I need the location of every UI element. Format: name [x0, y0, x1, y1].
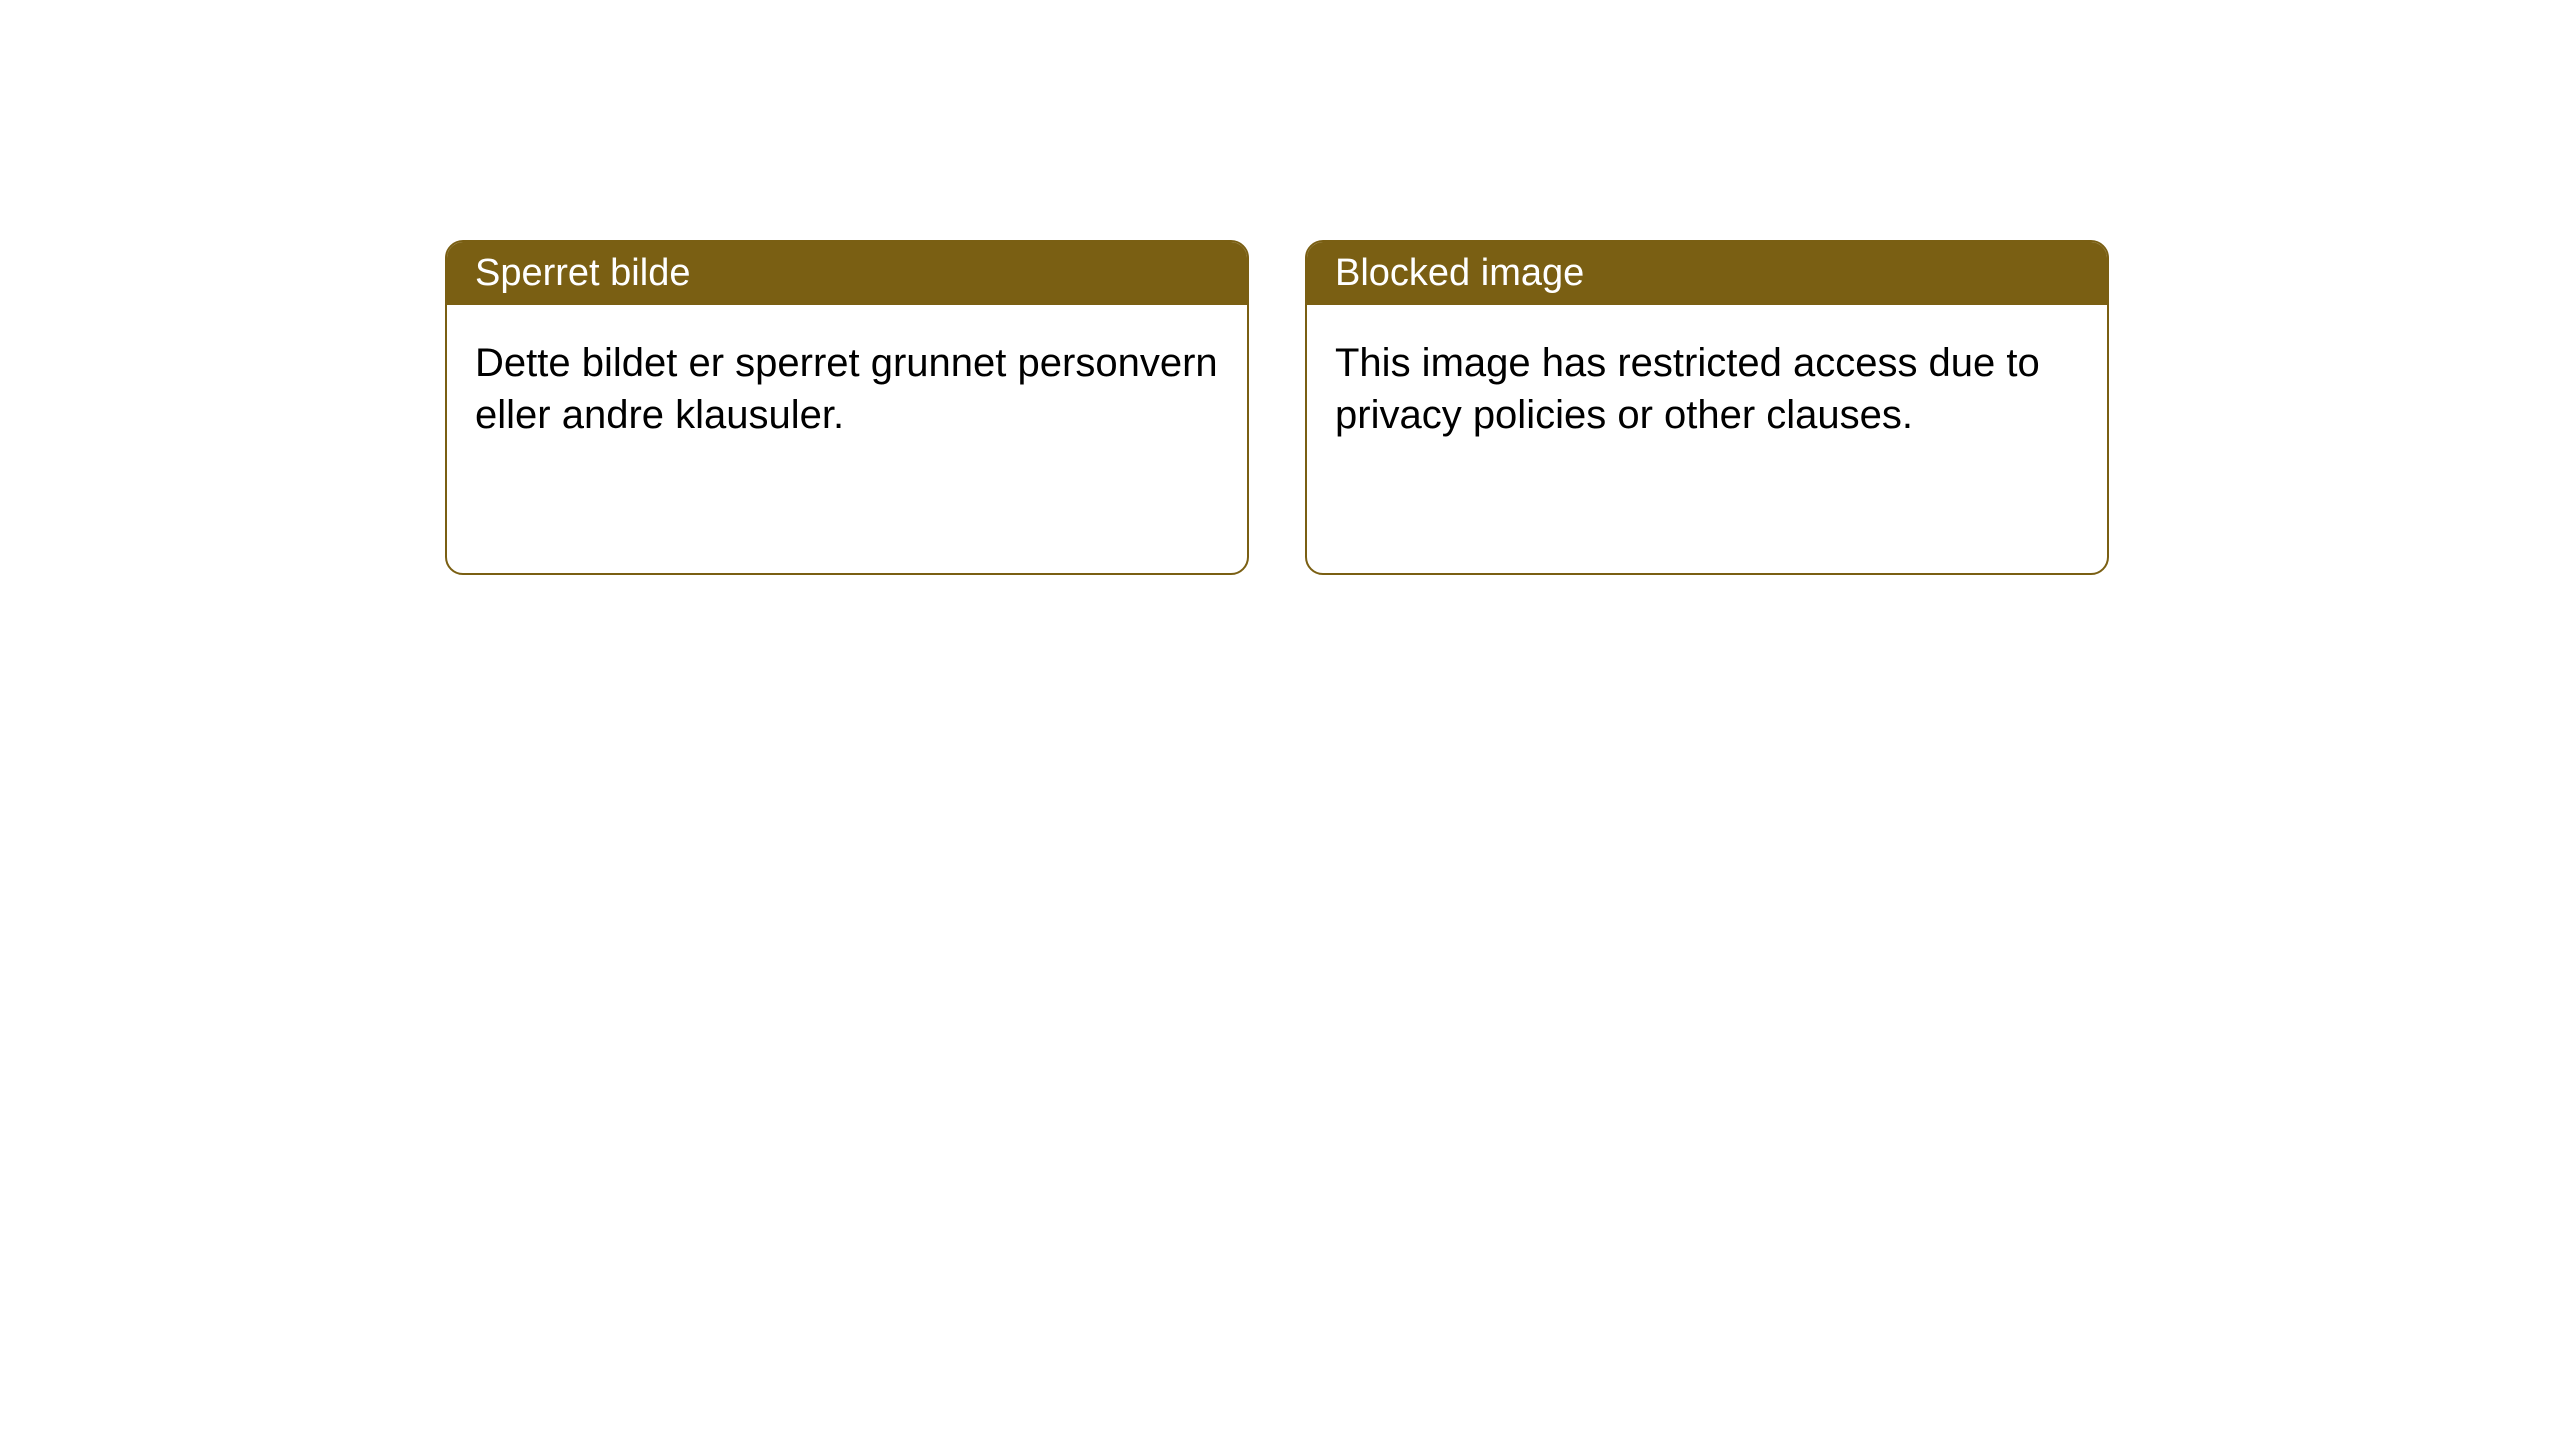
notice-card-text: This image has restricted access due to … [1335, 341, 2040, 437]
notice-card-english: Blocked image This image has restricted … [1305, 240, 2109, 575]
notice-card-body: Dette bildet er sperret grunnet personve… [447, 305, 1247, 473]
notice-card-body: This image has restricted access due to … [1307, 305, 2107, 473]
notice-card-text: Dette bildet er sperret grunnet personve… [475, 341, 1218, 437]
notice-card-norwegian: Sperret bilde Dette bildet er sperret gr… [445, 240, 1249, 575]
notice-card-title: Blocked image [1335, 252, 1584, 294]
notice-card-header: Sperret bilde [447, 242, 1247, 305]
notice-container: Sperret bilde Dette bildet er sperret gr… [0, 0, 2560, 575]
notice-card-header: Blocked image [1307, 242, 2107, 305]
notice-card-title: Sperret bilde [475, 252, 690, 294]
